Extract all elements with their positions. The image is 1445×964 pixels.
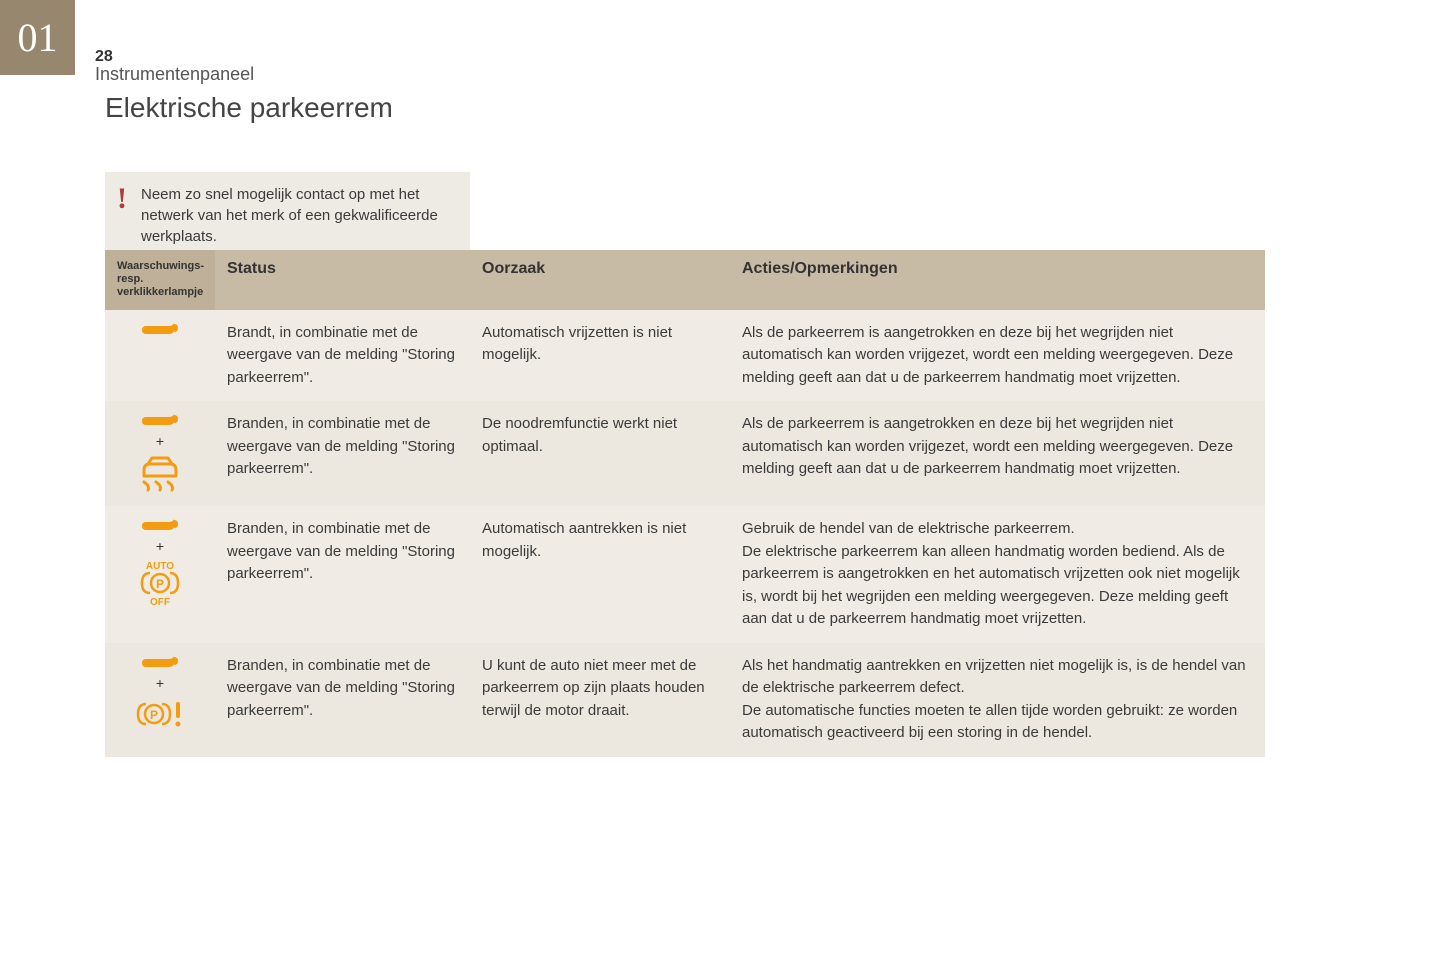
cell-status: Brandt, in combinatie met de weergave va… (215, 310, 470, 402)
plus-icon: + (156, 431, 164, 452)
warning-table: Waarschuwings- resp. verklikkerlampje St… (105, 250, 1265, 757)
cell-cause: Automatisch aantrekken is niet mogelijk. (470, 506, 730, 643)
cell-status: Branden, in combinatie met de weergave v… (215, 401, 470, 506)
notice-text: Neem zo snel mogelijk contact op met het… (141, 184, 454, 247)
wrench-icon (138, 516, 182, 532)
wrench-icon (138, 320, 182, 336)
wrench-icon (138, 411, 182, 427)
col-status: Status (215, 250, 470, 310)
notice-box: ! Neem zo snel mogelijk contact op met h… (105, 172, 470, 259)
cell-lamp: + (105, 506, 215, 643)
section-label: Instrumentenpaneel (95, 64, 254, 85)
cell-status: Branden, in combinatie met de weergave v… (215, 643, 470, 757)
table-row: Brandt, in combinatie met de weergave va… (105, 310, 1265, 402)
car-skid-icon (138, 456, 182, 494)
table-row: + Branden, in combinatie met de weergave … (105, 401, 1265, 506)
cell-lamp: + (105, 643, 215, 757)
chapter-badge: 01 (0, 0, 75, 75)
cell-action: Als het handmatig aantrekken en vrijzett… (730, 643, 1265, 757)
p-warning-icon (136, 698, 184, 730)
table-row: + Branden, in combinatie met de weergave … (105, 506, 1265, 643)
table-header: Waarschuwings- resp. verklikkerlampje St… (105, 250, 1265, 310)
wrench-icon (138, 653, 182, 669)
table-row: + Branden, in combinatie met de weergave … (105, 643, 1265, 757)
auto-p-off-icon (138, 561, 182, 607)
cell-cause: De noodremfunctie werkt niet optimaal. (470, 401, 730, 506)
cell-cause: U kunt de auto niet meer met de parkeerr… (470, 643, 730, 757)
cell-lamp (105, 310, 215, 402)
cell-action: Gebruik de hendel van de elektrische par… (730, 506, 1265, 643)
cell-action: Als de parkeerrem is aangetrokken en dez… (730, 310, 1265, 402)
cell-cause: Automatisch vrijzetten is niet mogelijk. (470, 310, 730, 402)
plus-icon: + (156, 536, 164, 557)
cell-status: Branden, in combinatie met de weergave v… (215, 506, 470, 643)
plus-icon: + (156, 673, 164, 694)
cell-action: Als de parkeerrem is aangetrokken en dez… (730, 401, 1265, 506)
cell-lamp: + (105, 401, 215, 506)
col-cause: Oorzaak (470, 250, 730, 310)
col-action: Acties/Opmerkingen (730, 250, 1265, 310)
col-lamp: Waarschuwings- resp. verklikkerlampje (105, 250, 215, 310)
exclamation-icon: ! (117, 182, 127, 216)
page-title: Elektrische parkeerrem (105, 92, 393, 124)
